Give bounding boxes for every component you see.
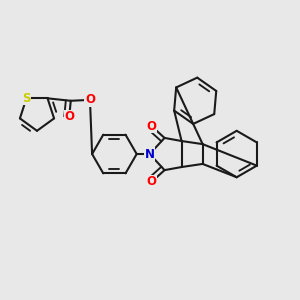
Text: S: S: [22, 92, 31, 105]
Text: O: O: [146, 176, 157, 188]
Text: O: O: [146, 120, 157, 133]
Text: O: O: [64, 110, 74, 123]
Text: O: O: [85, 93, 95, 106]
Text: N: N: [145, 148, 155, 160]
